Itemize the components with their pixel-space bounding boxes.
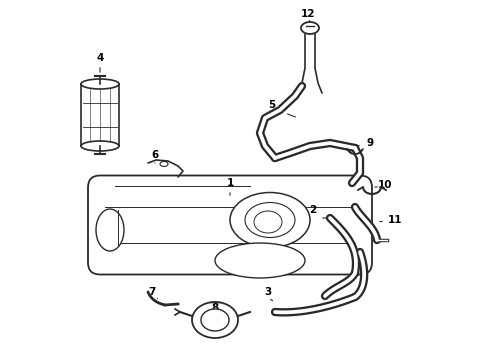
Text: 10: 10 <box>378 180 392 190</box>
Text: 2: 2 <box>309 205 317 215</box>
Text: 3: 3 <box>265 287 271 297</box>
Ellipse shape <box>254 211 282 233</box>
Ellipse shape <box>201 309 229 331</box>
Ellipse shape <box>96 209 124 251</box>
Bar <box>81 84 119 146</box>
Ellipse shape <box>160 162 168 166</box>
Text: 12: 12 <box>301 9 315 19</box>
Ellipse shape <box>81 79 119 89</box>
Ellipse shape <box>230 193 310 248</box>
Ellipse shape <box>81 141 119 151</box>
Text: 9: 9 <box>367 138 373 148</box>
Text: 6: 6 <box>151 150 159 160</box>
Text: 4: 4 <box>97 53 104 63</box>
Ellipse shape <box>301 22 319 34</box>
FancyBboxPatch shape <box>88 176 372 274</box>
Text: 1: 1 <box>226 178 234 188</box>
Text: 5: 5 <box>269 100 275 110</box>
Text: 7: 7 <box>148 287 156 297</box>
Ellipse shape <box>215 243 305 278</box>
Ellipse shape <box>245 202 295 238</box>
Ellipse shape <box>192 302 238 338</box>
Text: 8: 8 <box>211 303 219 313</box>
Text: 11: 11 <box>388 215 402 225</box>
